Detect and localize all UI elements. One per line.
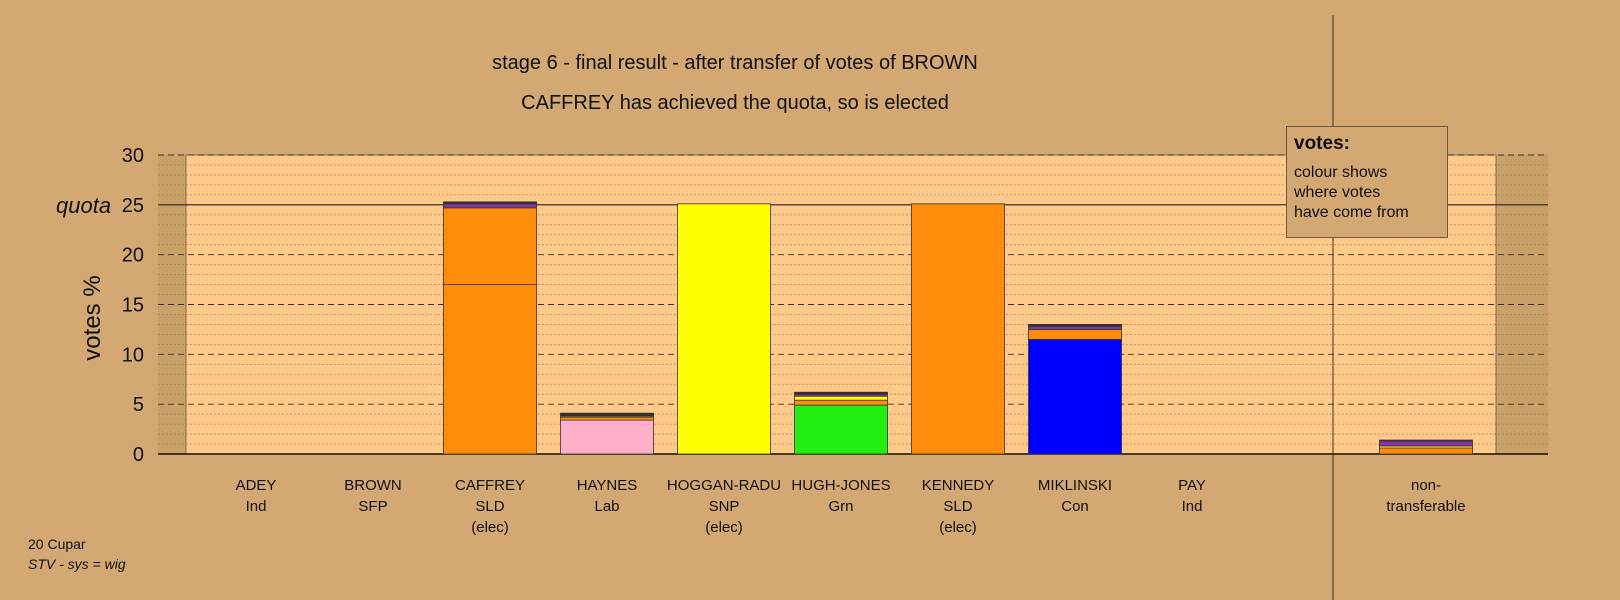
candidate-name-label: CAFFREY bbox=[455, 477, 525, 494]
ward-label: 20 Cupar bbox=[28, 536, 86, 552]
candidate-party-label: SLD bbox=[475, 498, 504, 515]
bar-segment bbox=[1028, 329, 1122, 340]
bar-segment bbox=[1028, 326, 1122, 330]
legend-line: colour shows bbox=[1294, 164, 1388, 181]
candidate-status-label: (elec) bbox=[939, 519, 977, 536]
bar-segment bbox=[1379, 440, 1473, 447]
legend-line: have come from bbox=[1294, 204, 1409, 221]
bar-segment bbox=[1379, 439, 1473, 442]
legend: votes: colour shows where votes have com… bbox=[1286, 126, 1448, 238]
chart-title: stage 6 - final result - after transfer … bbox=[492, 52, 978, 74]
bar-segment bbox=[794, 404, 888, 455]
candidate-name-label: HAYNES bbox=[577, 477, 638, 494]
candidate-party-label: Lab bbox=[594, 498, 619, 515]
y-tick-label: 30 bbox=[122, 145, 144, 167]
candidate-status-label: (elec) bbox=[705, 519, 743, 536]
legend-heading: votes: bbox=[1294, 133, 1350, 154]
candidate-party-label: Ind bbox=[246, 498, 267, 515]
candidate-name-label: BROWN bbox=[344, 477, 402, 494]
bar-segment bbox=[1028, 338, 1122, 455]
bar-segment bbox=[443, 207, 537, 285]
chart-subtitle: CAFFREY has achieved the quota, so is el… bbox=[521, 92, 949, 114]
bar-segment bbox=[443, 284, 537, 455]
y-tick-label: 5 bbox=[133, 394, 144, 416]
candidate-party-label: SLD bbox=[943, 498, 972, 515]
candidate-name-label: HUGH-JONES bbox=[791, 477, 890, 494]
y-axis-label: votes % bbox=[79, 275, 106, 360]
candidate-name-label: non- bbox=[1411, 477, 1441, 494]
quota-label: quota bbox=[56, 193, 111, 218]
bar-segment bbox=[794, 391, 888, 395]
candidate-name-label: HOGGAN-RADU bbox=[667, 477, 781, 494]
bar-segment bbox=[794, 395, 888, 401]
y-tick-label: 10 bbox=[122, 344, 144, 366]
bar-segment bbox=[1379, 447, 1473, 455]
bar-segment bbox=[560, 412, 654, 417]
bar-segment bbox=[443, 203, 537, 209]
bar-segment bbox=[794, 399, 888, 406]
y-tick-label: 0 bbox=[133, 444, 144, 466]
candidate-name-label: PAY bbox=[1178, 477, 1206, 494]
y-tick-label: 15 bbox=[122, 295, 144, 317]
bar-segment bbox=[1028, 324, 1122, 327]
bar-segment bbox=[911, 203, 1005, 455]
candidate-party-label: transferable bbox=[1386, 498, 1465, 515]
candidate-party-label: Ind bbox=[1182, 498, 1203, 515]
candidate-party-label: SNP bbox=[709, 498, 740, 515]
candidate-party-label: SFP bbox=[358, 498, 387, 515]
candidate-party-label: Con bbox=[1061, 498, 1089, 515]
bar-segment bbox=[677, 203, 771, 455]
candidate-name-label: MIKLINSKI bbox=[1038, 477, 1112, 494]
y-tick-label: 20 bbox=[122, 245, 144, 267]
y-tick-label: 25 bbox=[122, 195, 144, 217]
candidate-party-label: Grn bbox=[828, 498, 853, 515]
candidate-name-label: ADEY bbox=[236, 477, 277, 494]
system-label: STV - sys = wig bbox=[28, 556, 126, 572]
bar-segment bbox=[443, 201, 537, 205]
candidate-name-label: KENNEDY bbox=[922, 477, 995, 494]
bar-segment bbox=[560, 416, 654, 421]
candidate-status-label: (elec) bbox=[471, 519, 509, 536]
legend-line: where votes bbox=[1294, 184, 1381, 201]
bar-segment bbox=[560, 419, 654, 455]
